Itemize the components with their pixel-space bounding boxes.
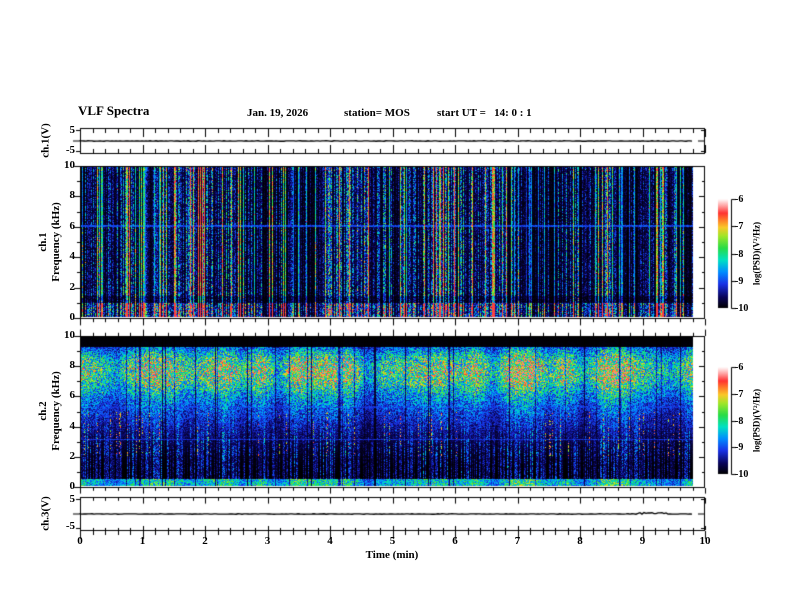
x-tick-label: 7: [514, 535, 521, 547]
x-tick-label: 8: [577, 535, 583, 547]
colorbar2-tick-label: -8: [735, 416, 744, 427]
ch1-strip-ytick-top: 5: [69, 124, 76, 136]
x-tick-label: 0: [77, 535, 83, 547]
colorbar2-tick-label: -10: [735, 469, 749, 480]
colorbar1-tick-label: -9: [735, 276, 744, 287]
colorbar1-tick-label: -7: [735, 221, 744, 232]
colorbar2-tick-label: -9: [735, 442, 744, 453]
date-label: Jan. 19, 2026: [247, 107, 309, 119]
ch1-strip-ytick-bottom: -5: [65, 144, 75, 156]
ch2-spec-ytick: 0: [69, 480, 76, 492]
colorbar1-tick-label: -6: [735, 194, 744, 205]
ch1-spec-ytick: 2: [69, 281, 76, 293]
colorbar1-tick-label: -8: [735, 249, 744, 260]
x-tick-label: 10: [699, 535, 711, 547]
start-ut-label: start UT = 14: 0 : 1: [437, 107, 532, 119]
x-tick-label: 6: [452, 535, 458, 547]
ch3-strip-ytick-bottom: -5: [65, 520, 75, 532]
colorbar2-tick-label: -6: [735, 362, 744, 373]
colorbar2-tick-label: -7: [735, 389, 744, 400]
ch1-spec-ytick: 8: [69, 189, 76, 201]
ch3-strip-ytick-top: 5: [69, 493, 76, 505]
ch2-spec-ytick: 4: [69, 420, 76, 432]
colorbar1-tick-label: -10: [735, 303, 749, 314]
x-tick-label: 5: [389, 535, 396, 547]
time-axis-label: Time (min): [365, 549, 419, 561]
ch2-spec-ytick: 8: [69, 359, 76, 371]
plot-title: VLF Spectra: [78, 103, 150, 118]
x-tick-label: 4: [327, 535, 333, 547]
x-tick-label: 2: [202, 535, 208, 547]
ch2-spec-ytick: 6: [69, 389, 76, 401]
x-tick-label: 1: [139, 535, 146, 547]
ch1-spec-ytick: 6: [69, 220, 76, 232]
ch1-spec-ytick: 4: [69, 250, 76, 262]
ch2-spec-ytick: 2: [69, 450, 76, 462]
ch1-spec-ytick: 10: [64, 159, 75, 171]
x-tick-label: 3: [264, 535, 271, 547]
ch2-spec-ytick: 10: [64, 329, 75, 341]
x-tick-label: 9: [639, 535, 646, 547]
ch1-spec-ytick: 0: [69, 311, 76, 323]
station-label: station= MOS: [344, 107, 410, 119]
